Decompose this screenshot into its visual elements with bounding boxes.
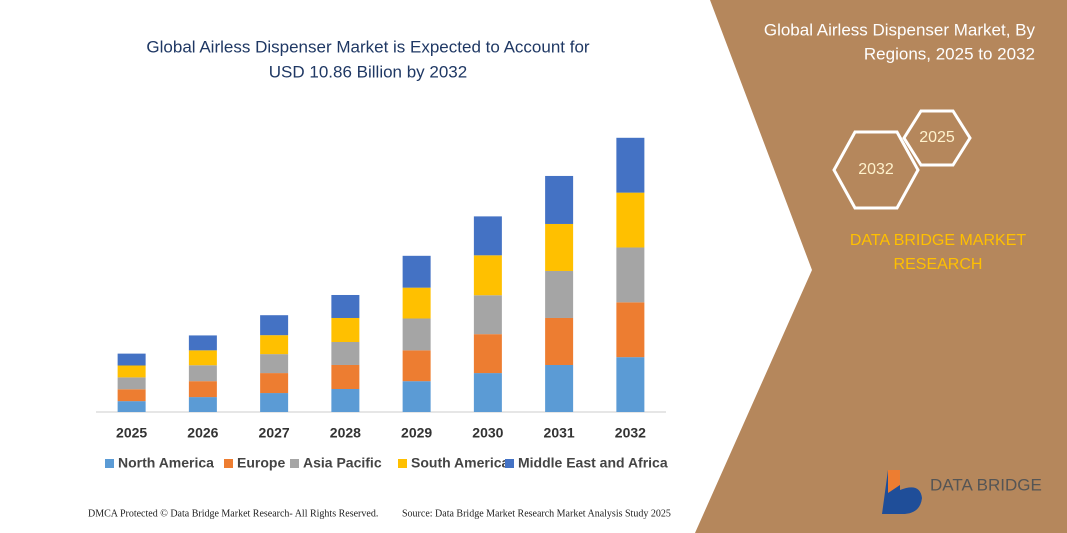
legend-swatch (505, 459, 514, 468)
bar-segment (331, 364, 360, 390)
chart-title: USD 10.86 Billion by 2032 (269, 62, 467, 81)
logo-text: DATA BRIDGE (930, 475, 1042, 494)
bar-segment (117, 365, 146, 378)
legend-swatch (290, 459, 299, 468)
legend-swatch (398, 459, 407, 468)
bar-segment (260, 393, 289, 412)
hexagon (832, 130, 920, 210)
bar-segment (331, 294, 360, 318)
bar-segment (402, 381, 431, 412)
bar-segment (616, 137, 645, 193)
bar-segment (473, 295, 502, 335)
bar-segment (616, 247, 645, 303)
legend-label: South America (411, 455, 509, 471)
bar-segment (188, 397, 217, 412)
bar-segment (545, 175, 574, 224)
bar-segment (473, 373, 502, 412)
bar-segment (402, 287, 431, 319)
bar-segment (473, 216, 502, 256)
bar-segment (188, 335, 217, 351)
brand-text: RESEARCH (894, 256, 983, 273)
legend-swatch (105, 459, 114, 468)
bar-segment (331, 341, 360, 365)
legend-label: Europe (237, 455, 285, 471)
footer-right: Source: Data Bridge Market Research Mark… (402, 508, 671, 519)
bar-segment (260, 335, 289, 355)
legend-label: Asia Pacific (303, 455, 382, 471)
bar-segment (117, 389, 146, 402)
x-tick-label: 2032 (615, 425, 646, 441)
bar-segment (473, 334, 502, 374)
bar-segment (117, 377, 146, 390)
hexagon (902, 109, 972, 167)
legend-label: Middle East and Africa (518, 455, 668, 471)
bar-segment (473, 255, 502, 296)
bar-segment (188, 350, 217, 366)
bar-segment (545, 317, 574, 365)
bar-segment (331, 389, 360, 412)
bar-segment (402, 350, 431, 382)
side-panel (695, 0, 1067, 533)
x-tick-label: 2025 (116, 425, 147, 441)
logo-mark (888, 470, 900, 493)
bar-segment (616, 192, 645, 248)
bar-segment (260, 354, 289, 374)
x-tick-label: 2028 (330, 425, 361, 441)
bar-segment (402, 318, 431, 351)
bar-segment (545, 364, 574, 412)
bar-segment (188, 365, 217, 382)
x-tick-label: 2029 (401, 425, 432, 441)
legend-label: North America (118, 455, 214, 471)
x-tick-label: 2027 (259, 425, 290, 441)
hex-label: 2025 (919, 129, 955, 146)
bar-segment (117, 353, 146, 366)
bar-segment (260, 373, 289, 394)
chart-title: Global Airless Dispenser Market is Expec… (146, 37, 589, 56)
hex-label: 2032 (858, 161, 894, 178)
bar-segment (117, 401, 146, 412)
bar-segment (331, 317, 360, 342)
bar-segment (616, 357, 645, 412)
x-tick-label: 2026 (187, 425, 218, 441)
bar-segment (260, 315, 289, 336)
brand-text: DATA BRIDGE MARKET (850, 232, 1027, 249)
bar-segment (545, 223, 574, 271)
bar-segment (616, 302, 645, 358)
x-tick-label: 2031 (544, 425, 575, 441)
legend-swatch (224, 459, 233, 468)
bar-segment (402, 255, 431, 288)
x-tick-label: 2030 (472, 425, 503, 441)
panel-title: Global Airless Dispenser Market, By (764, 20, 1036, 39)
bar-segment (188, 381, 217, 398)
bar-segment (545, 270, 574, 318)
footer-left: DMCA Protected © Data Bridge Market Rese… (88, 508, 378, 519)
panel-title: Regions, 2025 to 2032 (864, 44, 1035, 63)
